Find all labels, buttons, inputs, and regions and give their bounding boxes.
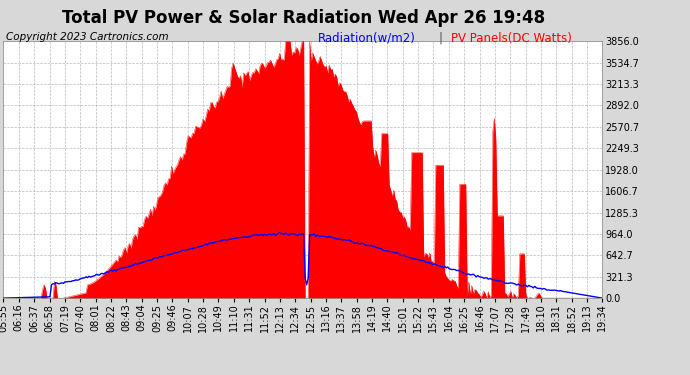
Text: Radiation(w/m2): Radiation(w/m2) xyxy=(317,32,415,45)
Text: Total PV Power & Solar Radiation Wed Apr 26 19:48: Total PV Power & Solar Radiation Wed Apr… xyxy=(62,9,545,27)
Text: |: | xyxy=(438,32,442,45)
Text: Copyright 2023 Cartronics.com: Copyright 2023 Cartronics.com xyxy=(6,32,168,42)
Text: PV Panels(DC Watts): PV Panels(DC Watts) xyxy=(451,32,571,45)
